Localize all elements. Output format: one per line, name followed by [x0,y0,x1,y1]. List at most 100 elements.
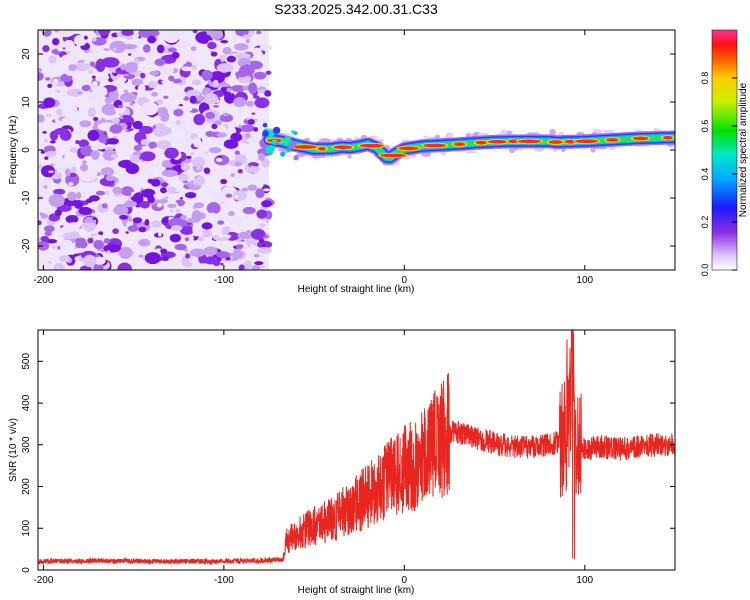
y-tick-label: 400 [21,394,32,411]
noise-blob [246,137,257,143]
noise-blob [93,256,106,265]
noise-blob [150,178,161,187]
noise-blob [175,208,181,214]
noise-blob [151,30,160,37]
noise-blob [192,30,198,34]
noise-blob [75,191,82,200]
noise-blob [109,124,123,134]
noise-blob [181,128,192,134]
ridge-blob [262,122,268,128]
noise-blob [123,89,128,94]
noise-blob [199,229,213,238]
noise-blob [81,84,91,92]
noise-blob [77,91,83,95]
noise-blob [254,97,270,109]
noise-blob [53,262,65,270]
noise-blob [52,37,60,46]
noise-blob [210,191,230,203]
noise-blob [174,243,187,251]
noise-blob [38,141,45,151]
ridge-hotspot [317,147,326,151]
ridge-halo [552,148,558,153]
noise-blob [230,173,235,177]
noise-blob [55,89,62,93]
noise-blob [68,182,74,186]
noise-blob [132,120,143,130]
chart-title: S233.2025.342.00.31.C33 [274,1,438,17]
noise-blob [188,255,199,264]
noise-blob [161,182,169,188]
noise-blob [216,214,228,221]
noise-blob [45,77,51,81]
noise-blob [198,237,204,242]
ridge-hotspot [606,138,619,142]
noise-blob [69,147,80,153]
noise-blob [123,73,129,76]
noise-blob [168,75,175,82]
noise-blob [191,64,197,70]
noise-blob [222,46,232,55]
noise-blob [230,84,246,93]
noise-blob [185,253,191,259]
noise-blob [124,61,138,74]
noise-blob [131,78,144,86]
noise-blob [38,127,44,134]
noise-blob [52,79,59,85]
y-tick-label: 0 [21,147,32,153]
noise-blob [117,262,132,270]
ridge-blob [265,146,273,154]
spectrogram-ylabel: Frequency (Hz) [8,116,19,185]
noise-blob [122,43,138,50]
noise-blob [138,238,151,247]
noise-blob [248,82,258,95]
y-tick-label: 300 [21,436,32,453]
noise-blob [113,205,129,216]
noise-blob [187,234,194,243]
ridge-blob [280,151,286,157]
noise-blob [80,163,89,172]
noise-blob [175,92,186,100]
noise-blob [222,112,230,117]
noise-blob [240,239,245,242]
snr-panel: -200 -100 0 100 0 100 200 300 400 500 Height of … [8,329,676,596]
noise-blob [181,66,193,72]
noise-blob [119,246,133,260]
noise-blob [65,71,76,76]
ridge-blob [275,141,280,145]
noise-blob [41,108,50,113]
ridge-hotspot [574,139,599,144]
noise-blob [132,217,143,224]
noise-blob [254,118,258,121]
noise-blob [85,61,90,63]
noise-blob [125,231,129,234]
ridge-hotspot [488,139,508,144]
noise-blob [120,63,126,71]
noise-blob [161,256,169,262]
noise-blob [49,130,59,141]
noise-blob [174,89,181,94]
noise-blob [62,116,77,125]
heatmap-ridge-layer [262,122,675,166]
snr-xlabel: Height of straight line (km) [298,585,415,596]
noise-blob [142,44,151,53]
noise-blob [232,190,247,201]
ridge-halo [420,151,432,157]
noise-blob [65,215,79,224]
noise-blob [154,58,166,66]
noise-blob [220,262,224,266]
ridge-halo [590,147,596,153]
x-tick-label: 0 [402,275,408,286]
ridge-blob [280,138,285,143]
noise-blob [234,150,241,156]
noise-blob [147,195,155,204]
noise-blob [49,140,56,144]
noise-blob [189,152,195,155]
noise-blob [105,190,110,195]
noise-blob [119,116,124,120]
ridge-hotspot [291,145,317,149]
noise-blob [76,35,81,40]
noise-blob [201,70,213,81]
noise-blob [196,95,205,102]
snr-frame [37,329,676,571]
x-tick-label: 100 [576,275,593,286]
